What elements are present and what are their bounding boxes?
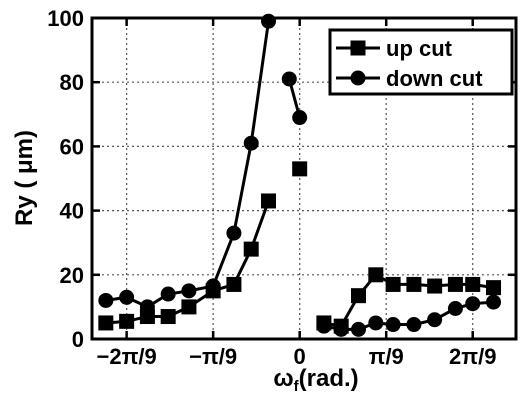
data-point (292, 161, 308, 177)
data-point (160, 309, 176, 325)
data-point (243, 135, 259, 151)
x-tick-label: 0 (294, 344, 306, 369)
series-line (323, 300, 494, 331)
x-tick-label: 2π/9 (449, 344, 496, 369)
data-point (226, 276, 242, 292)
data-point (333, 321, 349, 337)
data-point (281, 71, 297, 87)
data-point (447, 276, 463, 292)
y-tick-label: 20 (60, 263, 84, 288)
grid (92, 18, 516, 339)
ticks (92, 16, 516, 341)
x-axis-label-subscript: f (294, 378, 300, 394)
data-point (181, 283, 197, 299)
data-point (486, 280, 502, 296)
data-point (368, 267, 384, 283)
data-point (447, 301, 463, 317)
x-tick-label: −π/9 (189, 344, 237, 369)
data-point (119, 289, 135, 305)
y-tick-label: 0 (72, 327, 84, 352)
y-axis-label: Ry ( μm) (11, 130, 38, 226)
data-point (406, 276, 422, 292)
data-point (486, 294, 502, 310)
data-point (98, 292, 114, 308)
data-point (243, 241, 259, 257)
data-point (465, 276, 481, 292)
legend-marker (350, 70, 366, 86)
data-point (368, 315, 384, 331)
x-tick-label: π/9 (369, 344, 404, 369)
data-point (205, 278, 221, 294)
data-point (316, 318, 332, 334)
tick-labels: 0 20 40 60 80 100 −2π/9 −π/9 0 π/9 2π/9 (47, 6, 496, 369)
legend-label: down cut (386, 66, 483, 91)
data-point (261, 13, 277, 29)
data-point (98, 315, 114, 331)
x-axis-label: ωf(rad.) (273, 365, 358, 394)
series-down-cut (98, 13, 502, 337)
x-axis-label-symbol: ω (273, 365, 293, 392)
y-tick-label: 40 (60, 199, 84, 224)
legend-label: up cut (386, 36, 453, 61)
series-line (323, 273, 494, 328)
data-point (385, 317, 401, 333)
data-point (406, 317, 422, 333)
series-layer (98, 13, 502, 337)
y-tick-label: 60 (60, 134, 84, 159)
y-tick-label: 80 (60, 70, 84, 95)
data-point (119, 313, 135, 329)
data-point (160, 286, 176, 302)
data-point (427, 312, 443, 328)
x-tick-label: −2π/9 (96, 344, 156, 369)
data-point (139, 299, 155, 315)
data-point (427, 278, 443, 294)
y-tick-label: 100 (47, 6, 84, 31)
data-point (181, 299, 197, 315)
data-point (226, 225, 242, 241)
legend: up cut down cut (328, 28, 514, 96)
data-point (465, 296, 481, 312)
data-point (350, 321, 366, 337)
data-point (292, 110, 308, 126)
data-point (350, 288, 366, 304)
data-point (385, 276, 401, 292)
x-axis-label-unit: (rad.) (299, 365, 359, 392)
data-point (261, 193, 277, 209)
legend-marker (350, 40, 366, 56)
plot-frame (90, 16, 518, 341)
